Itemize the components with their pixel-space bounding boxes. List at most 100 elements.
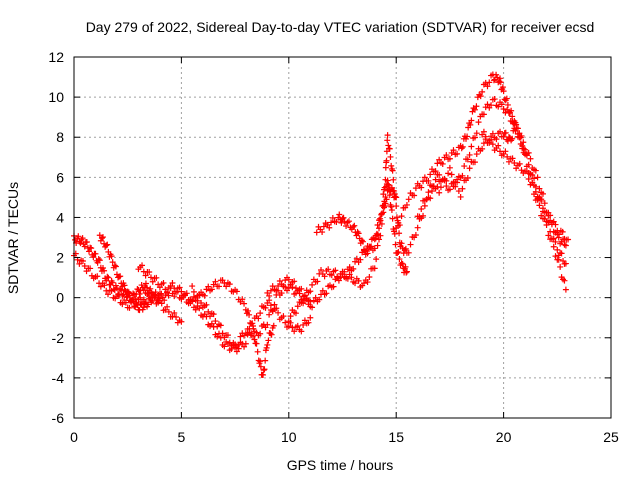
data-point <box>99 265 106 272</box>
data-point <box>362 248 369 255</box>
data-point <box>509 135 516 142</box>
data-point <box>300 300 307 307</box>
data-point <box>396 256 403 263</box>
data-point <box>226 281 233 288</box>
data-point <box>246 325 253 332</box>
data-point <box>466 165 473 172</box>
data-point <box>164 288 171 295</box>
data-point <box>351 222 358 229</box>
data-point <box>137 294 144 301</box>
data-point <box>490 77 497 84</box>
data-point <box>196 305 203 312</box>
data-point <box>285 276 292 283</box>
data-point <box>171 309 178 316</box>
satellite-track-13 <box>479 128 572 243</box>
data-point <box>398 213 405 220</box>
data-point <box>411 192 418 199</box>
data-point <box>264 341 271 348</box>
data-point <box>125 290 132 297</box>
data-point <box>305 297 312 304</box>
data-point <box>493 136 500 143</box>
data-point <box>112 263 119 270</box>
data-point <box>557 263 564 270</box>
data-point <box>389 167 396 174</box>
data-point <box>545 232 552 239</box>
data-point <box>77 240 84 247</box>
data-point <box>500 133 507 140</box>
data-point <box>558 250 565 257</box>
data-point <box>136 290 143 297</box>
data-point <box>298 285 305 292</box>
data-point <box>468 143 475 150</box>
data-point <box>353 255 360 262</box>
data-point <box>378 211 385 218</box>
data-point <box>275 309 282 316</box>
data-point <box>388 207 395 214</box>
data-point <box>267 330 274 337</box>
data-point <box>205 308 212 315</box>
data-point <box>545 209 552 216</box>
data-point <box>393 203 400 210</box>
data-point <box>398 260 405 267</box>
data-point <box>167 283 174 290</box>
data-point <box>291 278 298 285</box>
data-point <box>430 183 437 190</box>
data-point <box>412 232 419 239</box>
data-point <box>376 225 383 232</box>
data-point <box>88 245 95 252</box>
data-point <box>273 305 280 312</box>
data-point <box>358 237 365 244</box>
data-point <box>141 300 148 307</box>
data-point <box>394 249 401 256</box>
data-point <box>473 151 480 158</box>
data-point <box>217 322 224 329</box>
data-point <box>111 262 118 269</box>
data-point <box>505 158 512 165</box>
data-point <box>75 233 82 240</box>
data-point <box>335 275 342 282</box>
data-point <box>562 260 569 267</box>
data-point <box>539 190 546 197</box>
data-point <box>395 248 402 255</box>
data-point <box>156 290 163 297</box>
data-point <box>556 231 563 238</box>
data-point <box>536 202 543 209</box>
data-point <box>330 283 337 290</box>
data-point <box>145 290 152 297</box>
data-point <box>266 292 273 299</box>
satellite-track-11 <box>414 96 569 249</box>
data-point <box>388 203 395 210</box>
data-point <box>382 176 389 183</box>
data-point <box>79 235 86 242</box>
data-point <box>367 244 374 251</box>
data-point <box>363 247 370 254</box>
data-point <box>436 189 443 196</box>
data-point <box>97 237 104 244</box>
data-point <box>364 279 371 286</box>
data-point <box>101 267 108 274</box>
data-point <box>525 149 532 156</box>
data-point <box>318 267 325 274</box>
data-point <box>473 103 480 110</box>
y-tick-label: -4 <box>52 370 65 386</box>
plot-frame <box>73 56 612 419</box>
data-point <box>488 102 495 109</box>
data-point <box>97 283 104 290</box>
data-point <box>122 299 129 306</box>
chart-title: Day 279 of 2022, Sidereal Day-to-day VTE… <box>86 19 595 35</box>
data-point <box>475 119 482 126</box>
data-point <box>338 219 345 226</box>
data-point <box>493 71 500 78</box>
data-point <box>210 311 217 318</box>
data-point <box>516 130 523 137</box>
data-point <box>458 145 465 152</box>
data-point <box>104 273 111 280</box>
data-point <box>500 88 507 95</box>
data-point <box>420 212 427 219</box>
data-point <box>534 174 541 181</box>
data-point <box>189 283 196 290</box>
data-point <box>313 229 320 236</box>
data-point <box>90 254 97 261</box>
data-point <box>178 318 185 325</box>
data-point <box>192 306 199 313</box>
